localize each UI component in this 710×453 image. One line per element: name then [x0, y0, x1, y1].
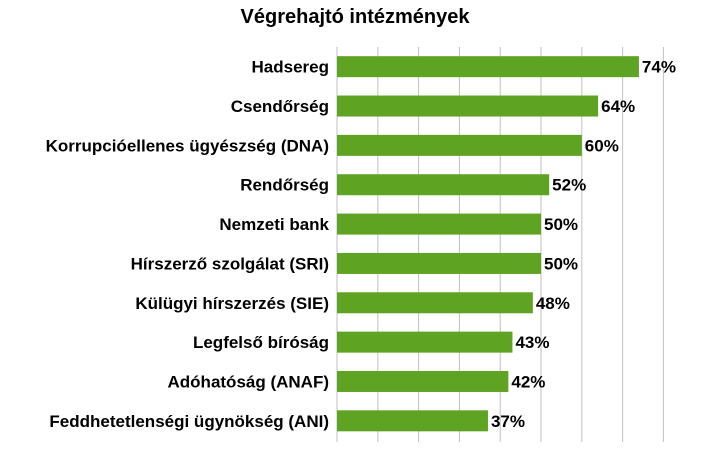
category-label: Rendőrség: [240, 176, 329, 195]
category-label: Adóhatóság (ANAF): [168, 372, 329, 391]
data-label: 74%: [642, 58, 676, 77]
category-label: Korrupcióellenes ügyészség (DNA): [46, 136, 329, 155]
bar: [337, 56, 639, 78]
data-label: 64%: [601, 97, 635, 116]
chart-title: Végrehajtó intézmények: [240, 6, 470, 28]
category-label: Legfelső bíróság: [193, 333, 329, 352]
bar: [337, 331, 513, 353]
labels: Hadsereg 74% Csendőrség 64% Korrupcióellenes…: [46, 58, 676, 431]
data-label: 50%: [544, 254, 578, 273]
data-label: 37%: [491, 412, 525, 431]
data-label: 43%: [515, 333, 549, 352]
category-label: Csendőrség: [231, 97, 329, 116]
category-label: Feddhetetlenségi ügynökség (ANI): [49, 412, 329, 431]
data-label: 42%: [511, 372, 545, 391]
bar: [337, 410, 488, 432]
bars: [337, 56, 639, 432]
category-label: Külügyi hírszerzés (SIE): [135, 294, 329, 313]
data-label: 60%: [585, 136, 619, 155]
category-label: Nemzeti bank: [219, 215, 329, 234]
bar: [337, 213, 541, 235]
category-label: Hírszerző szolgálat (SRI): [131, 254, 329, 273]
data-label: 50%: [544, 215, 578, 234]
bar: [337, 252, 541, 274]
bar: [337, 95, 599, 117]
data-label: 52%: [552, 176, 586, 195]
data-label: 48%: [536, 294, 570, 313]
bar: [337, 370, 509, 392]
bar: [337, 292, 533, 314]
bar: [337, 134, 582, 156]
category-label: Hadsereg: [252, 58, 329, 77]
bar: [337, 174, 550, 196]
